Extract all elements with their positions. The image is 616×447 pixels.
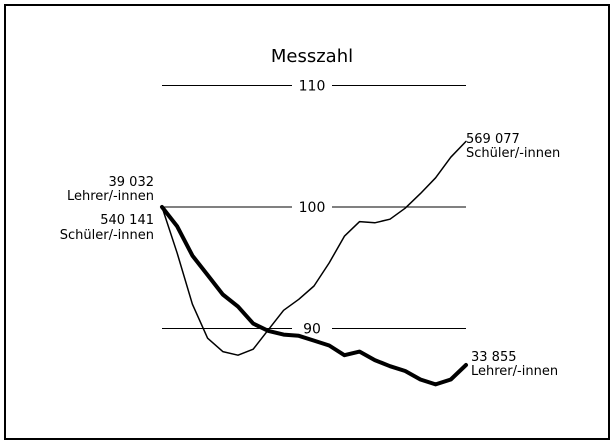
schueler-start-value: 540 141: [100, 213, 154, 228]
lehrer-end-name: Lehrer/-innen: [471, 364, 558, 379]
schueler-end-name: Schüler/-innen: [466, 146, 560, 161]
chart-title: Messzahl: [271, 46, 353, 67]
y-tick-label-100: 100: [299, 200, 326, 216]
series-line-schueler: [161, 140, 467, 356]
lehrer-start-name: Lehrer/-innen: [67, 189, 154, 204]
gridlines: 110 100 90: [162, 79, 466, 338]
schueler-end-value: 569 077: [466, 132, 520, 147]
lehrer-start-value: 39 032: [109, 175, 155, 190]
lehrer-end-value: 33 855: [471, 350, 517, 365]
schueler-start-name: Schüler/-innen: [60, 228, 154, 243]
y-tick-label-90: 90: [303, 322, 321, 338]
series-lines: [160, 140, 468, 387]
series-labels: 39 032 Lehrer/-innen 540 141 Schüler/-in…: [60, 132, 560, 379]
series-line-lehrer: [160, 205, 468, 387]
chart-frame: [4, 4, 610, 440]
y-tick-label-110: 110: [299, 79, 326, 95]
